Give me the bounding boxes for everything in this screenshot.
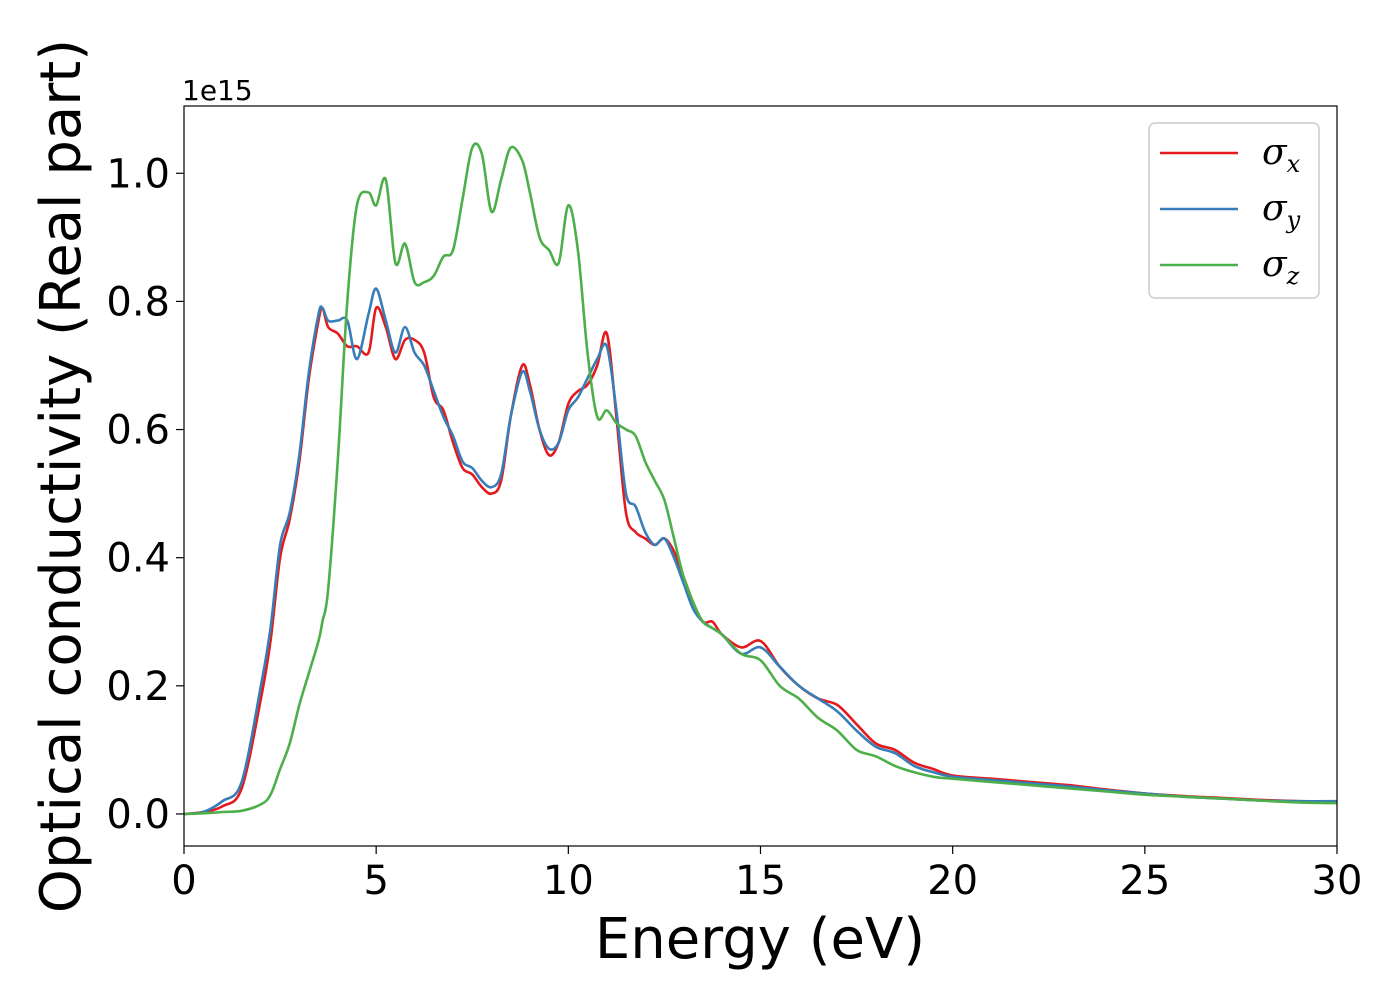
x-tick-label: 25: [1119, 858, 1170, 904]
legend-subscript: y: [1286, 206, 1301, 234]
x-axis-label: Energy (eV): [595, 907, 925, 972]
x-tick-label: 5: [363, 858, 388, 904]
y-axis: 0.0 0.2 0.4 0.6 0.8 1.0: [106, 151, 184, 838]
x-tick-label: 0: [171, 858, 196, 904]
y-axis-label: Optical conductivity (Real part): [29, 39, 94, 913]
series-line-sigma-x: [183, 305, 1338, 816]
y-tick-label: 0.0: [106, 792, 170, 838]
legend-box: [1148, 122, 1320, 299]
series-line-sigma-z: [183, 142, 1338, 816]
y-tick-label: 0.4: [106, 536, 170, 582]
x-tick-label: 30: [1312, 858, 1363, 904]
x-axis: 0 5 10 15 20 25 30: [171, 846, 1362, 904]
x-tick-label: 15: [735, 858, 786, 904]
y-tick-label: 0.2: [106, 664, 170, 710]
y-tick-label: 1.0: [106, 151, 170, 197]
legend-subscript: z: [1286, 262, 1300, 290]
series-layer: [183, 142, 1338, 816]
y-tick-label: 0.8: [106, 279, 170, 325]
y-offset-label: 1e15: [182, 74, 253, 107]
plot-area: [184, 106, 1337, 846]
legend-subscript: x: [1287, 150, 1301, 178]
series-line-sigma-y: [183, 287, 1338, 816]
y-tick-label: 0.6: [106, 408, 170, 454]
x-tick-label: 20: [927, 858, 978, 904]
x-tick-label: 10: [543, 858, 594, 904]
